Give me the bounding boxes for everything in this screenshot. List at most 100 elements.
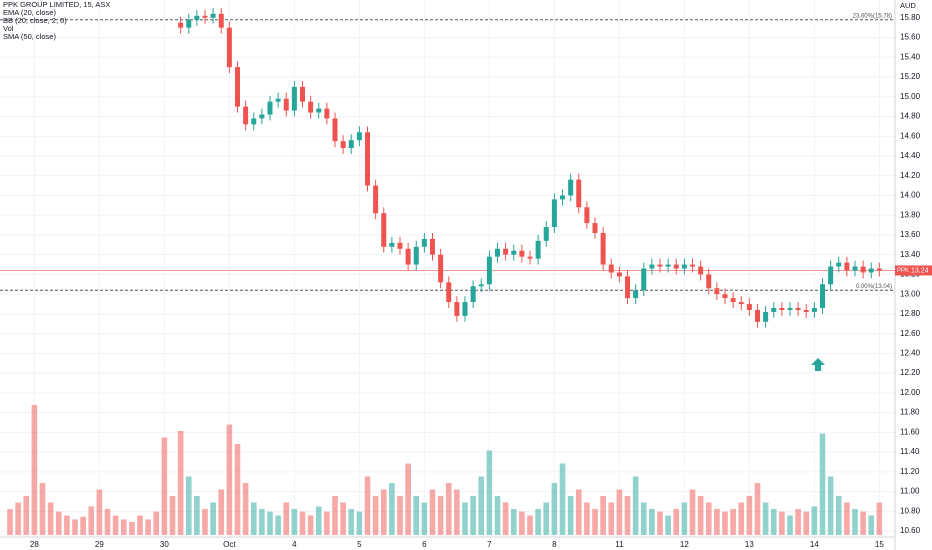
x-tick-label: 28 <box>30 540 39 549</box>
volume-bar <box>543 502 550 535</box>
candle-body <box>698 266 704 275</box>
y-tick-label: 13.60 <box>900 230 921 239</box>
x-tick-label: 6 <box>422 540 427 549</box>
candle-body <box>430 238 435 255</box>
candle-body <box>308 101 314 113</box>
candle-body <box>291 86 297 111</box>
fib-label: 23.60%(15.78) <box>853 13 892 19</box>
volume-bar <box>811 506 818 535</box>
volume-bar <box>762 502 769 535</box>
candle-body <box>373 185 379 214</box>
y-tick-label: 14.40 <box>900 151 921 160</box>
candle-body <box>844 262 850 271</box>
volume-bar <box>429 489 436 535</box>
last-price-symbol: PPK <box>897 268 909 274</box>
candle-body <box>438 254 444 283</box>
legend-entry: SMA (50, close) <box>3 32 56 41</box>
candle-body <box>681 264 687 269</box>
volume-bar <box>23 496 30 535</box>
y-tick-label: 14.00 <box>900 191 921 200</box>
candle-body <box>446 282 452 303</box>
volume-bar <box>730 509 736 535</box>
volume-bar <box>218 489 225 535</box>
candle-body <box>852 266 858 271</box>
candle-body <box>283 98 289 111</box>
volume-bar <box>129 522 135 535</box>
candle-body <box>194 15 200 20</box>
x-tick-label: 7 <box>487 540 492 549</box>
candle-body <box>259 114 265 119</box>
volume-bar <box>787 515 793 535</box>
volume-bar <box>844 502 850 535</box>
y-tick-label: 13.40 <box>900 250 921 259</box>
volume-bar <box>502 502 509 535</box>
candle-body <box>397 242 403 249</box>
volume-bar <box>153 511 160 535</box>
candle-body <box>478 284 484 287</box>
volume-bar <box>31 405 38 535</box>
volume-bar <box>259 509 265 535</box>
volume-bar <box>567 496 574 535</box>
y-tick-label: 13.00 <box>900 289 921 298</box>
candle-body <box>226 27 232 68</box>
candle-body <box>421 238 427 247</box>
volume-bar <box>779 511 785 535</box>
last-price-value: 13.24 <box>911 267 929 274</box>
volume-bar <box>324 511 330 535</box>
volume-bar <box>705 502 712 535</box>
volume-bar <box>714 509 720 535</box>
candle-body <box>365 132 370 186</box>
candle-body <box>746 304 752 310</box>
volume-bar <box>104 509 111 535</box>
volume-bar <box>770 509 777 535</box>
legend-entry: EMA (20, close) <box>3 8 56 17</box>
volume-bar <box>754 483 761 535</box>
y-tick-label: 11.40 <box>900 447 920 456</box>
y-tick-label: 11.20 <box>900 467 920 476</box>
y-tick-label: 12.80 <box>900 309 921 318</box>
candle-body <box>519 250 525 257</box>
candle-body <box>210 13 216 18</box>
candle-body <box>503 248 509 255</box>
volume-bar <box>649 509 655 535</box>
candle-body <box>348 140 354 149</box>
volume-bar <box>47 502 54 535</box>
volume-bar <box>860 511 866 535</box>
volume-bar <box>640 502 647 535</box>
legend-entry: Vol <box>3 24 14 33</box>
volume-bar <box>738 502 745 535</box>
candle-body <box>535 240 541 259</box>
candle-body <box>803 309 809 312</box>
volume-bar <box>202 509 208 535</box>
volume-bar <box>283 502 290 535</box>
volume-bar <box>835 496 842 535</box>
volume-bar <box>242 483 249 535</box>
candle-body <box>267 101 273 115</box>
volume-bar <box>584 502 590 535</box>
y-tick-label: 14.20 <box>900 171 921 180</box>
volume-bar <box>372 496 379 535</box>
volume-bar <box>55 511 62 535</box>
candle-body <box>771 307 777 312</box>
volume-bar <box>348 509 355 535</box>
volume-bar <box>746 496 753 535</box>
volume-bar <box>405 463 411 535</box>
volume-bar <box>470 496 476 535</box>
volume-bar <box>689 489 696 535</box>
volume-bar <box>307 515 314 535</box>
y-tick-label: 15.80 <box>900 13 921 22</box>
candle-body <box>868 268 874 273</box>
candle-body <box>178 22 184 28</box>
x-tick-label: 12 <box>680 540 689 549</box>
candle-body <box>625 276 630 299</box>
candle-body <box>649 264 655 269</box>
y-tick-label: 15.20 <box>900 72 921 81</box>
candle-body <box>722 294 728 299</box>
candle-body <box>820 284 825 308</box>
candle-body <box>381 213 387 247</box>
volume-bar <box>185 476 192 535</box>
x-tick-label: 15 <box>875 540 884 549</box>
candle-body <box>470 286 476 303</box>
